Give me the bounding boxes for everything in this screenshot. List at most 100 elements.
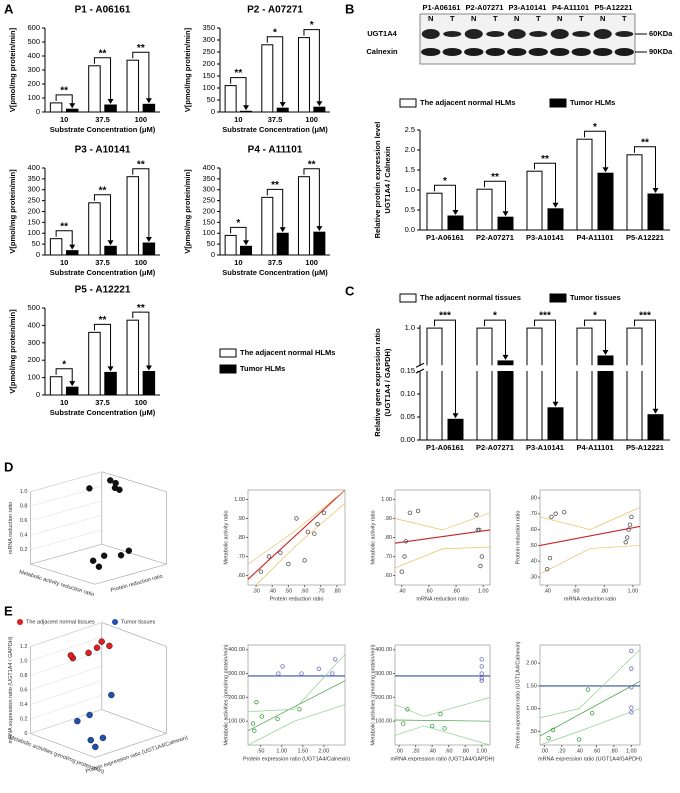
point [333, 657, 338, 662]
bar [576, 327, 593, 441]
significance-bracket [93, 194, 112, 243]
point [576, 737, 582, 742]
panel-label: C [345, 283, 355, 298]
point [402, 554, 407, 559]
y-tick-label: .40 [529, 559, 537, 565]
significance-bracket [230, 226, 247, 243]
legend-swatch [219, 348, 237, 358]
y-tick-label: 200 [27, 79, 40, 88]
legend-swatch [17, 619, 23, 625]
bar [547, 208, 564, 231]
significance-arrow [452, 413, 459, 419]
point [259, 714, 265, 719]
blot-lane: T [622, 14, 627, 23]
significance-arrow [652, 408, 659, 414]
legend-swatch [112, 619, 118, 625]
y-axis-label: Relative gene expression ratio [373, 328, 382, 437]
blot-band [507, 29, 526, 39]
point [86, 711, 93, 719]
y-tick-label: 0 [211, 107, 215, 116]
x-axis-label: Substrate Concentration (μM) [50, 268, 156, 277]
significance-label: * [593, 311, 597, 322]
x-tick-label: P4-A11101 [576, 233, 613, 242]
bar [497, 216, 514, 231]
axis-break-gap [416, 365, 670, 371]
significance-arrow [502, 211, 509, 217]
y-tick-label: 200 [202, 59, 215, 68]
y-axis [30, 563, 96, 585]
point [429, 723, 435, 729]
grid-line [30, 665, 102, 691]
y-tick-label: .70 [529, 511, 537, 517]
x-tick-label: .20 [412, 748, 420, 754]
z-tick-label: 0.4 [20, 702, 28, 708]
point [252, 728, 257, 733]
point [299, 671, 304, 676]
x-tick-label: 100 [135, 398, 148, 407]
y-tick-label: 400.00 [375, 647, 392, 653]
point [442, 726, 447, 731]
y-tick-label: 2.00 [526, 661, 537, 667]
y-tick-label: 1.00 [234, 497, 245, 503]
x-tick-label: .70 [317, 588, 325, 594]
significance-arrow [107, 240, 114, 246]
point [479, 676, 484, 681]
grid-line [30, 500, 102, 521]
plot-frame [247, 644, 346, 746]
point [294, 516, 299, 521]
blot-sample: P3-A10141 [509, 3, 547, 12]
y-tick-label: 400 [27, 163, 40, 172]
significance-arrow [552, 401, 559, 407]
blot-band [442, 48, 462, 56]
x-tick-label: .60 [301, 588, 309, 594]
point [74, 717, 81, 725]
bar [426, 327, 443, 441]
blot-band [486, 31, 505, 37]
y-tick-label: 200 [27, 206, 40, 215]
y-tick-label: 150 [202, 217, 215, 226]
grid-line [30, 529, 102, 550]
significance-bracket [266, 188, 284, 230]
plot-frame [539, 644, 641, 746]
point [407, 510, 413, 515]
y-tick-label: 150 [202, 71, 215, 80]
bar [88, 65, 101, 113]
blot-band [443, 31, 462, 37]
point [93, 644, 101, 651]
y-tick-label: 100 [27, 93, 40, 102]
legend-label: The adjacent normal tissues [420, 293, 521, 302]
y-tick-label: 0 [36, 250, 40, 259]
y-tick-label: .90 [237, 516, 245, 522]
point [85, 649, 92, 657]
y-tick-label: 400.00 [228, 647, 245, 653]
bar [526, 170, 543, 231]
blot-lane: T [579, 14, 584, 23]
fit-line [394, 697, 491, 717]
point [108, 691, 115, 699]
x-tick-label: 1.00 [476, 748, 487, 754]
bar [261, 196, 274, 256]
y-axis-label: UGT1A4 / Calnexin [383, 146, 392, 214]
y-tick-label: 400 [202, 163, 215, 172]
x-tick-label: .40 [428, 748, 436, 754]
y-tick-label: 1.50 [526, 683, 537, 689]
z-tick-label: 0.2 [20, 716, 28, 722]
significance-bracket [93, 323, 112, 369]
x-tick-label: .50 [285, 588, 293, 594]
blot-band [550, 29, 569, 39]
z-tick-label: 0.6 [20, 518, 28, 524]
bar [576, 138, 593, 231]
blot-size: 90KDa [649, 47, 673, 56]
y-tick-label: 400 [27, 320, 40, 329]
fit-line [394, 512, 491, 531]
y-tick-label: 200 [202, 206, 215, 215]
y-axis [30, 733, 96, 758]
y-tick-label: 300 [202, 35, 215, 44]
significance-label: ** [60, 86, 68, 97]
panel-label: B [345, 1, 354, 16]
bar [647, 414, 664, 441]
blot-band [615, 31, 634, 37]
blot-band [485, 48, 505, 56]
significance-bracket [303, 29, 320, 104]
bar [626, 327, 643, 441]
